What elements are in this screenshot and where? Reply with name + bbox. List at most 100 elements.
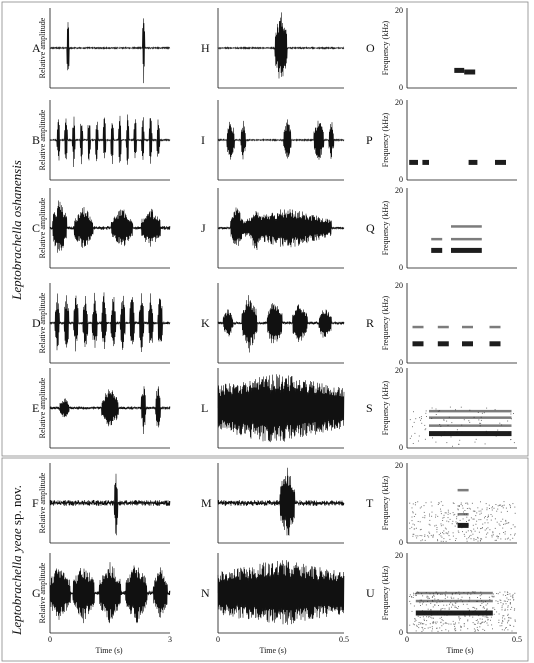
spectrogram-noise-dot xyxy=(421,418,422,420)
spectrogram-noise-dot xyxy=(502,594,504,596)
spectrogram-noise-dot xyxy=(502,617,503,619)
spectrogram-noise-dot xyxy=(451,422,453,424)
spectrogram-noise-dot xyxy=(425,604,427,606)
spectrogram-noise-dot xyxy=(497,600,499,602)
frequency-axis-label: Frequency (kHz) xyxy=(381,200,390,255)
spectrogram-noise-dot xyxy=(477,630,479,632)
spectrogram-noise-dot xyxy=(463,419,465,421)
spectrogram-noise-dot xyxy=(412,503,414,505)
spectrogram-noise-dot xyxy=(466,521,467,522)
spectrogram-noise-dot xyxy=(418,440,419,442)
freq-tick-max: 20 xyxy=(395,98,403,107)
spectrogram-noise-dot xyxy=(437,539,438,541)
spectrogram-noise-dot xyxy=(496,521,498,523)
spectrogram-noise-dot xyxy=(415,527,417,529)
spectrogram-noise-dot xyxy=(476,520,478,522)
spectrogram-noise-dot xyxy=(489,599,491,601)
spectrogram-noise-dot xyxy=(502,615,504,617)
spectrogram-noise-dot xyxy=(422,616,424,618)
spectrogram-noise-dot xyxy=(424,539,426,541)
spectrogram-noise-dot xyxy=(487,516,489,517)
spectrogram-noise-dot xyxy=(463,533,465,535)
panel-letter-A: A xyxy=(32,41,41,55)
spectrogram-noise-dot xyxy=(456,522,458,524)
spectrogram-noise-dot xyxy=(477,597,478,598)
spectrogram-noise-dot xyxy=(426,620,428,622)
freq-tick-min: 0 xyxy=(399,538,403,547)
spectrogram-noise-dot xyxy=(442,517,444,519)
spectrogram-noise-dot xyxy=(421,535,423,537)
spectrogram-noise-dot xyxy=(459,619,460,621)
panel-letter-L: L xyxy=(201,401,208,415)
spectrogram-noise-dot xyxy=(419,521,421,523)
spectrogram-noise-dot xyxy=(409,419,411,421)
spectrogram-noise-dot xyxy=(487,617,489,619)
spectrogram-noise-dot xyxy=(415,535,417,537)
spectrogram-noise-dot xyxy=(436,628,438,629)
spectrogram-noise-dot xyxy=(444,512,446,514)
spectrogram-noise-dot xyxy=(481,602,483,604)
spectrogram-harmonic-band xyxy=(429,424,512,427)
spectrogram-noise-dot xyxy=(424,535,426,537)
spectrogram-noise-dot xyxy=(411,596,412,598)
spectrogram-noise-dot xyxy=(414,524,415,526)
frame-group-oshanensis xyxy=(1,1,529,457)
spectrogram-noise-dot xyxy=(486,533,487,535)
spectrogram-noise-dot xyxy=(429,532,431,534)
spectrogram-noise-dot xyxy=(503,629,505,631)
spectrogram-noise-dot xyxy=(490,619,491,621)
spectrogram-noise-dot xyxy=(481,412,483,414)
spectrogram-noise-dot xyxy=(478,531,480,533)
spectrogram-noise-dot xyxy=(491,536,493,538)
spectrogram-noise-dot xyxy=(419,535,421,536)
spectrogram-noise-dot xyxy=(456,516,458,518)
waveform-trace xyxy=(49,292,171,353)
spectrogram-noise-dot xyxy=(443,533,445,535)
tick-col1-end: 3 xyxy=(168,635,172,644)
spectrogram-noise-dot xyxy=(444,622,446,624)
spectrogram-noise-dot xyxy=(428,597,430,599)
spectrogram-noise-dot xyxy=(453,597,455,599)
panel-letter-M: M xyxy=(201,496,212,510)
spectrogram-noise-dot xyxy=(460,406,462,408)
amplitude-axis-label: Relative amplitude xyxy=(38,377,47,438)
spectrogram-noise-dot xyxy=(477,621,479,623)
spectrogram-noise-dot xyxy=(486,407,488,409)
spectrogram-noise-dot xyxy=(490,519,492,521)
spectrogram-noise-dot xyxy=(461,626,462,628)
spectrogram-noise-dot xyxy=(501,605,503,607)
spectrogram-noise-dot xyxy=(497,602,499,604)
spectrogram-harmonic-band xyxy=(431,247,443,253)
spectrogram-noise-dot xyxy=(420,605,421,606)
spectrogram-noise-dot xyxy=(501,625,503,627)
species-suffix-yeae: sp. nov. xyxy=(9,485,24,528)
spectrogram-noise-dot xyxy=(453,514,455,516)
spectrogram-noise-dot xyxy=(511,630,513,632)
spectrogram-noise-dot xyxy=(454,525,456,527)
spectrogram-noise-dot xyxy=(450,436,452,438)
spectrogram-noise-dot xyxy=(454,628,456,630)
spectrogram-noise-dot xyxy=(431,630,433,632)
spectrogram-noise-dot xyxy=(437,630,439,632)
spectrogram-noise-dot xyxy=(472,524,474,526)
spectrogram-noise-dot xyxy=(506,597,508,599)
spectrogram-noise-dot xyxy=(469,421,471,423)
spectrogram-noise-dot xyxy=(454,605,456,607)
spectrogram-noise-dot xyxy=(466,540,468,542)
spectrogram-noise-dot xyxy=(459,617,461,619)
spectrogram-noise-dot xyxy=(510,608,512,610)
spectrogram-noise-dot xyxy=(484,443,486,445)
spectrogram-noise-dot xyxy=(411,520,413,522)
spectrogram-noise-dot xyxy=(440,501,442,503)
spectrogram-noise-dot xyxy=(480,422,482,424)
waveform-3s-4 xyxy=(49,368,171,449)
spectrogram-noise-dot xyxy=(447,517,449,519)
spectrogram-noise-dot xyxy=(487,514,489,516)
spectrogram-noise-dot xyxy=(459,593,461,595)
spectrogram-noise-dot xyxy=(500,504,502,506)
spectrogram-noise-dot xyxy=(479,422,481,424)
spectrogram-noise-dot xyxy=(505,519,507,521)
spectrogram-noise-dot xyxy=(482,615,484,617)
spectrogram-harmonic-band xyxy=(431,237,443,241)
